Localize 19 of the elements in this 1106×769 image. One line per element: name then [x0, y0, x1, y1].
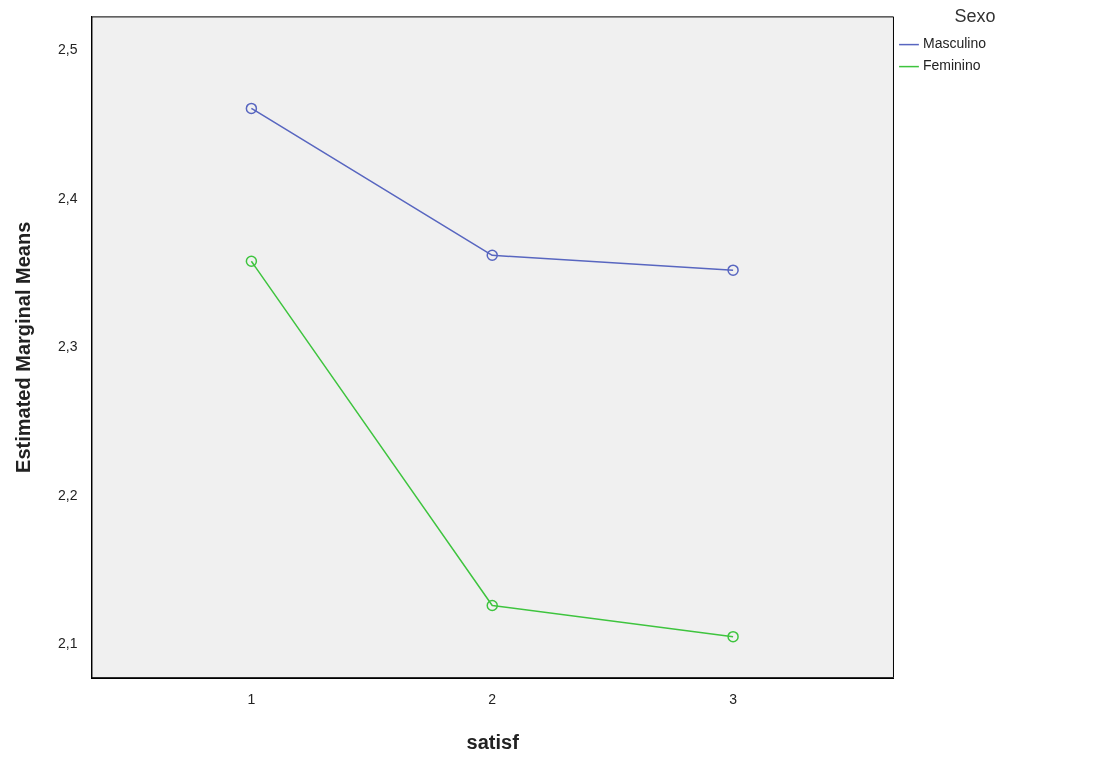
legend-title: Sexo: [954, 5, 996, 26]
point: [727, 264, 739, 276]
point: [245, 102, 258, 115]
x-axis-title: satisf: [466, 730, 520, 753]
y-tick-label: 2,5: [57, 41, 78, 58]
x-tick-label: 1: [247, 691, 256, 708]
y-tick-label: 2,4: [57, 189, 78, 206]
y-tick-label: 2,1: [57, 634, 78, 651]
y-tick-label: 2,3: [57, 338, 78, 355]
y-tick-label: 2,2: [57, 486, 78, 503]
x-tick-label: 3: [729, 691, 738, 708]
legend-label: Feminino: [922, 57, 981, 74]
point: [486, 599, 498, 612]
point: [245, 255, 258, 267]
point: [727, 630, 739, 643]
x-tick-label: 2: [488, 691, 497, 708]
y-axis-title: Estimated Marginal Means: [11, 221, 34, 473]
legend-label: Masculino: [922, 35, 987, 52]
point: [486, 249, 498, 262]
